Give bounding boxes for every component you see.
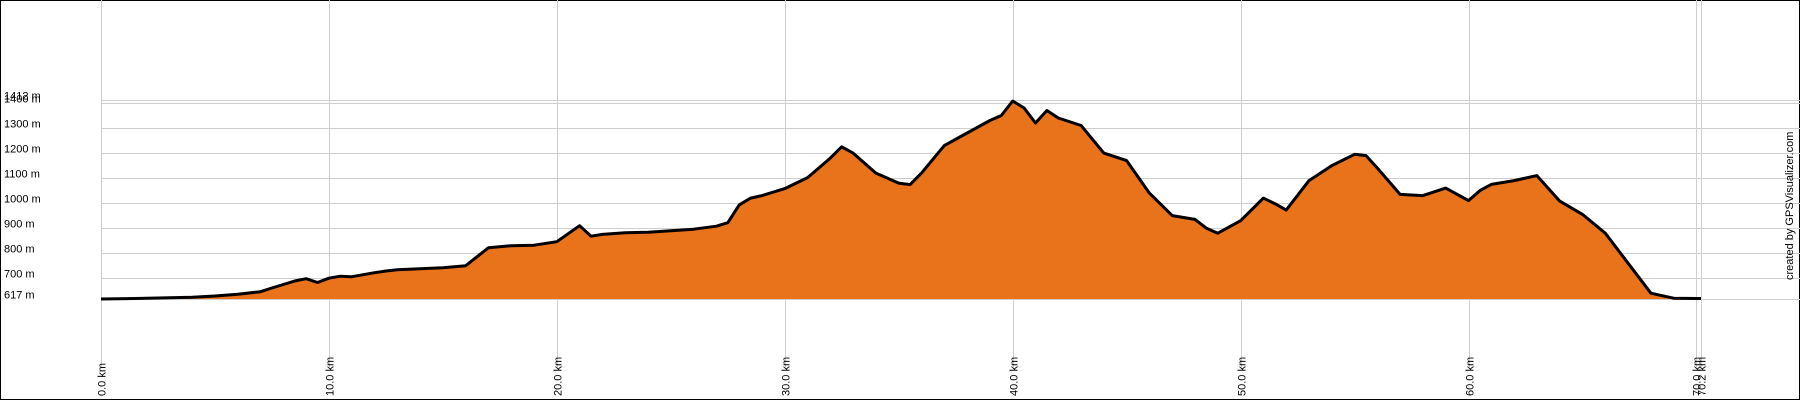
y-tick-label: 1400 m: [4, 94, 41, 106]
x-tick-label: 50.0 km: [1237, 357, 1249, 396]
x-tick-label: 70.0 km: [1692, 357, 1704, 396]
x-tick-label: 0.0 km: [97, 363, 109, 396]
y-tick-label: 700 m: [4, 269, 35, 281]
elevation-area: [100, 99, 1701, 301]
y-tick-label: 617 m: [4, 290, 35, 302]
x-tick-label: 20.0 km: [553, 357, 565, 396]
elevation-line: [100, 99, 1701, 301]
credit-label: created by GPSVisualizer.com: [1784, 132, 1796, 280]
y-tick-label: 900 m: [4, 219, 35, 231]
x-tick-label: 40.0 km: [1009, 357, 1021, 396]
x-tick-label: 60.0 km: [1465, 357, 1477, 396]
y-tick-label: 1200 m: [4, 144, 41, 156]
x-tick-label: 70.2 km: [1697, 357, 1709, 396]
y-tick-label: 1300 m: [4, 119, 41, 131]
y-tick-label: 800 m: [4, 244, 35, 256]
x-tick-label: 30.0 km: [781, 357, 793, 396]
y-axis-labels: 617 m 700 m 800 m 900 m 1000 m 1100 m 1200 m 13…: [4, 91, 41, 302]
y-tick-label: 1100 m: [4, 169, 40, 181]
y-tick-label: 1000 m: [4, 194, 41, 206]
elevation-fill: [101, 101, 1701, 299]
x-tick-label: 10.0 km: [325, 357, 337, 396]
x-axis-labels: 0.0 km 10.0 km 20.0 km 30.0 km 40.0 km 50.0 k…: [97, 357, 1709, 396]
y-tick-label: 1412 m: [4, 91, 41, 103]
